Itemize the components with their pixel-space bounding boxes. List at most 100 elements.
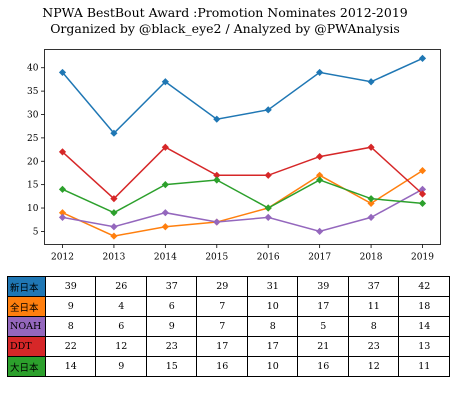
table-row: NOAH 8 6 9 7 8 5 8 14 — [7, 316, 450, 337]
data-point — [418, 190, 427, 198]
x-tick-label: 2015 — [205, 253, 228, 263]
series-line — [61, 57, 423, 135]
data-point — [316, 171, 324, 179]
y-tick-label: 5 — [33, 227, 39, 237]
table-cell: 31 — [246, 276, 299, 297]
table-row: 大日本 14 9 15 16 10 16 12 11 — [7, 356, 450, 377]
table-row-label: 大日本 — [7, 356, 46, 377]
series-lines — [61, 57, 424, 237]
data-point — [316, 176, 324, 184]
table-cell: 14 — [44, 356, 97, 377]
table-cell: 12 — [95, 336, 147, 357]
data-point — [110, 209, 118, 217]
data-point — [110, 223, 118, 231]
data-point — [213, 171, 221, 179]
data-point — [367, 195, 375, 203]
data-point — [264, 106, 272, 114]
series-line — [62, 179, 423, 214]
table-cell: 17 — [196, 336, 248, 357]
y-tick-label: 30 — [27, 111, 39, 121]
data-point — [418, 167, 427, 175]
table-cell: 26 — [95, 276, 147, 297]
table-row: 全日本 9 4 6 7 10 17 11 18 — [7, 296, 450, 317]
table-row: 新日本 39 26 37 29 31 39 37 42 — [7, 276, 450, 297]
x-axis: 2012 2013 2014 2015 2016 2017 2018 2019 — [51, 244, 434, 263]
data-point — [161, 78, 169, 86]
table-row-label: DDT — [7, 336, 46, 357]
y-tick-label: 40 — [27, 64, 39, 74]
table-cell: 18 — [398, 296, 450, 317]
table-row-label: NOAH — [7, 316, 46, 337]
table-cell: 15 — [145, 356, 198, 377]
table-cell: 42 — [398, 276, 450, 297]
y-tick-label: 15 — [27, 181, 39, 191]
table-cell: 16 — [196, 356, 248, 377]
x-tick-label: 2014 — [154, 253, 177, 263]
data-point — [367, 143, 375, 151]
data-point — [418, 185, 427, 193]
table-cell: 11 — [347, 296, 400, 317]
data-point — [213, 218, 221, 226]
table-cell: 14 — [398, 316, 450, 337]
chart-title: NPWA BestBout Award :Promotion Nominates… — [42, 5, 408, 20]
data-point — [58, 68, 67, 77]
y-tick-label: 20 — [27, 157, 39, 167]
table-cell: 11 — [398, 356, 450, 377]
data-point — [58, 209, 67, 217]
table-cell: 10 — [246, 296, 299, 317]
table-cell: 21 — [297, 336, 349, 357]
chart-subtitle: Organized by @black_eye2 / Analyzed by @… — [50, 21, 400, 36]
table-cell: 5 — [297, 316, 349, 337]
plot-frame — [44, 49, 441, 245]
data-point — [264, 204, 272, 212]
table-cell: 6 — [145, 296, 198, 317]
data-point — [418, 54, 427, 62]
line-chart: 5 10 15 20 25 30 35 40 2012 2013 2014 2015 2016 2017… — [27, 49, 441, 263]
y-axis: 5 10 15 20 25 30 35 40 — [27, 64, 45, 237]
data-point — [161, 223, 169, 231]
table-cell: 37 — [347, 276, 400, 297]
table-cell: 9 — [95, 356, 147, 377]
table-cell: 29 — [196, 276, 248, 297]
series-markers — [58, 54, 427, 240]
data-point — [367, 213, 375, 221]
data-point — [110, 129, 118, 137]
series-line — [62, 169, 423, 237]
table-cell: 8 — [44, 316, 97, 337]
data-point — [418, 199, 427, 207]
table-cell: 17 — [246, 336, 299, 357]
data-point — [367, 78, 375, 86]
data-point — [316, 227, 324, 236]
table-cell: 13 — [398, 336, 450, 357]
table-cell: 23 — [145, 336, 198, 357]
data-point — [367, 199, 375, 207]
table-row-label: 新日本 — [7, 276, 46, 297]
data-point — [264, 171, 272, 179]
data-point — [58, 213, 67, 221]
data-point — [110, 232, 118, 240]
y-tick-label: 10 — [27, 204, 39, 214]
data-point — [264, 213, 272, 221]
data-point — [213, 115, 221, 123]
table-cell: 39 — [297, 276, 349, 297]
y-tick-label: 25 — [27, 134, 39, 144]
table-cell: 39 — [44, 276, 97, 297]
table-cell: 23 — [347, 336, 400, 357]
x-tick-label: 2018 — [360, 253, 383, 263]
data-point — [58, 148, 67, 156]
data-table: 新日本 39 26 37 29 31 39 37 42 全日本 9 4 6 7 10 17 11 18 NOAH 8 6… — [7, 276, 450, 377]
series-line — [62, 188, 423, 233]
table-cell: 7 — [196, 316, 248, 337]
table-cell: 8 — [347, 316, 400, 337]
table-cell: 22 — [44, 336, 97, 357]
table-cell: 9 — [44, 296, 97, 317]
table-cell: 9 — [145, 316, 198, 337]
x-tick-label: 2012 — [51, 253, 74, 263]
x-tick-label: 2017 — [308, 253, 331, 263]
table-cell: 6 — [95, 316, 147, 337]
x-tick-label: 2019 — [411, 253, 434, 263]
data-point — [316, 68, 324, 77]
x-tick-label: 2013 — [102, 253, 125, 263]
y-tick-label: 35 — [27, 87, 39, 97]
data-point — [58, 185, 67, 193]
